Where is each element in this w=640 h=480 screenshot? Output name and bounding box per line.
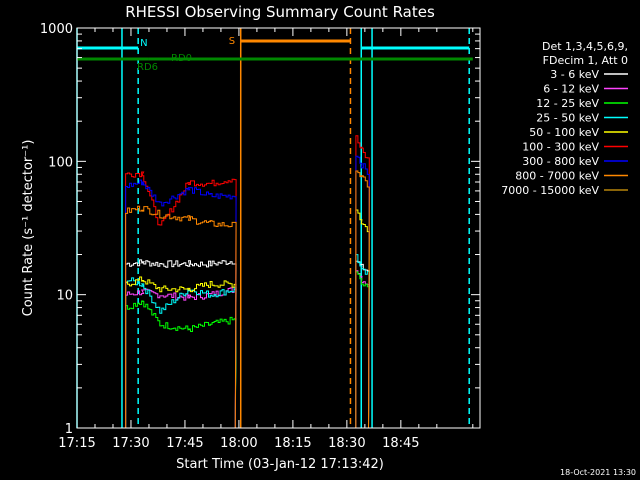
series-trace: [125, 300, 237, 429]
plot-frame: [76, 27, 481, 429]
x-tick-label: 18:15: [274, 436, 311, 451]
generation-timestamp: 18-Oct-2021 13:30: [560, 468, 636, 477]
legend-label: 25 - 50 keV: [536, 112, 599, 125]
mode-label-rd6: RD6: [137, 62, 158, 73]
legend-label: 12 - 25 keV: [536, 97, 599, 110]
y-tick-label: 1: [65, 422, 73, 437]
series-trace: [355, 254, 370, 429]
x-tick-label: 17:15: [58, 436, 95, 451]
legend-label: 7000 - 15000 keV: [501, 184, 599, 197]
chart-title: RHESSI Observing Summary Count Rates: [125, 3, 435, 21]
series-trace: [125, 205, 237, 429]
x-axis-label: Start Time (03-Jan-12 17:13:42): [176, 457, 384, 472]
x-tick-label: 17:45: [166, 436, 203, 451]
series-trace: [355, 270, 370, 429]
mode-label-rd0: RD0: [171, 53, 192, 64]
y-axis-ticks: 1 10 100 1000: [40, 22, 480, 437]
series-trace: [125, 171, 237, 429]
mode-label-n: N: [140, 38, 147, 49]
mode-label-s: S: [229, 36, 235, 47]
legend-label: 100 - 300 keV: [522, 141, 599, 154]
time-marker-lines: [76, 28, 470, 428]
legend: Det 1,3,4,5,6,9, FDecim 1, Att 0 3 - 6 k…: [501, 40, 628, 197]
legend-header-1: Det 1,3,4,5,6,9,: [542, 40, 628, 53]
y-tick-label: 100: [48, 155, 73, 170]
series-trace: [355, 170, 370, 429]
x-axis-ticks: 17:15 17:30 17:45 18:00 18:15 18:30 18:45: [58, 28, 474, 451]
observing-mode-bars: N RD6 RD0 S: [77, 36, 473, 73]
x-tick-label: 18:45: [382, 436, 419, 451]
legend-label: 3 - 6 keV: [550, 68, 599, 81]
legend-label: 50 - 100 keV: [529, 126, 599, 139]
series-trace: [355, 155, 370, 429]
series-trace: [125, 276, 237, 429]
legend-label: 300 - 800 keV: [522, 155, 599, 168]
x-tick-label: 18:30: [328, 436, 365, 451]
series-trace: [125, 259, 237, 429]
series-trace: [355, 135, 370, 429]
series-traces: [125, 135, 370, 429]
y-tick-label: 10: [56, 289, 73, 304]
series-trace: [355, 271, 370, 429]
y-tick-label: 1000: [40, 22, 73, 37]
legend-label: 800 - 7000 keV: [515, 170, 599, 183]
x-tick-label: 18:00: [220, 436, 257, 451]
series-trace: [125, 277, 237, 429]
y-axis-label: Count Rate (s⁻¹ detector⁻¹): [21, 140, 36, 317]
x-tick-label: 17:30: [112, 436, 149, 451]
series-trace: [125, 179, 237, 429]
legend-label: 6 - 12 keV: [543, 83, 599, 96]
series-trace: [355, 209, 370, 429]
series-trace: [125, 287, 237, 429]
legend-header-2: FDecim 1, Att 0: [543, 54, 628, 67]
